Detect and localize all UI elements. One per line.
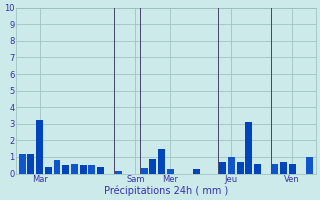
Bar: [280, 162, 287, 174]
Bar: [115, 171, 122, 174]
Bar: [19, 154, 26, 174]
Bar: [219, 162, 226, 174]
Bar: [271, 164, 278, 174]
Bar: [62, 165, 69, 174]
Bar: [158, 149, 165, 174]
Bar: [167, 169, 174, 174]
Bar: [45, 167, 52, 174]
X-axis label: Précipitations 24h ( mm ): Précipitations 24h ( mm ): [104, 185, 228, 196]
Bar: [149, 159, 156, 174]
Bar: [306, 157, 313, 174]
Bar: [193, 169, 200, 174]
Bar: [97, 167, 104, 174]
Bar: [141, 168, 148, 174]
Bar: [71, 164, 78, 174]
Bar: [53, 160, 60, 174]
Bar: [254, 164, 261, 174]
Bar: [236, 162, 244, 174]
Bar: [88, 165, 95, 174]
Bar: [289, 164, 296, 174]
Bar: [228, 157, 235, 174]
Bar: [28, 154, 34, 174]
Bar: [245, 122, 252, 174]
Bar: [80, 165, 87, 174]
Bar: [36, 120, 43, 174]
